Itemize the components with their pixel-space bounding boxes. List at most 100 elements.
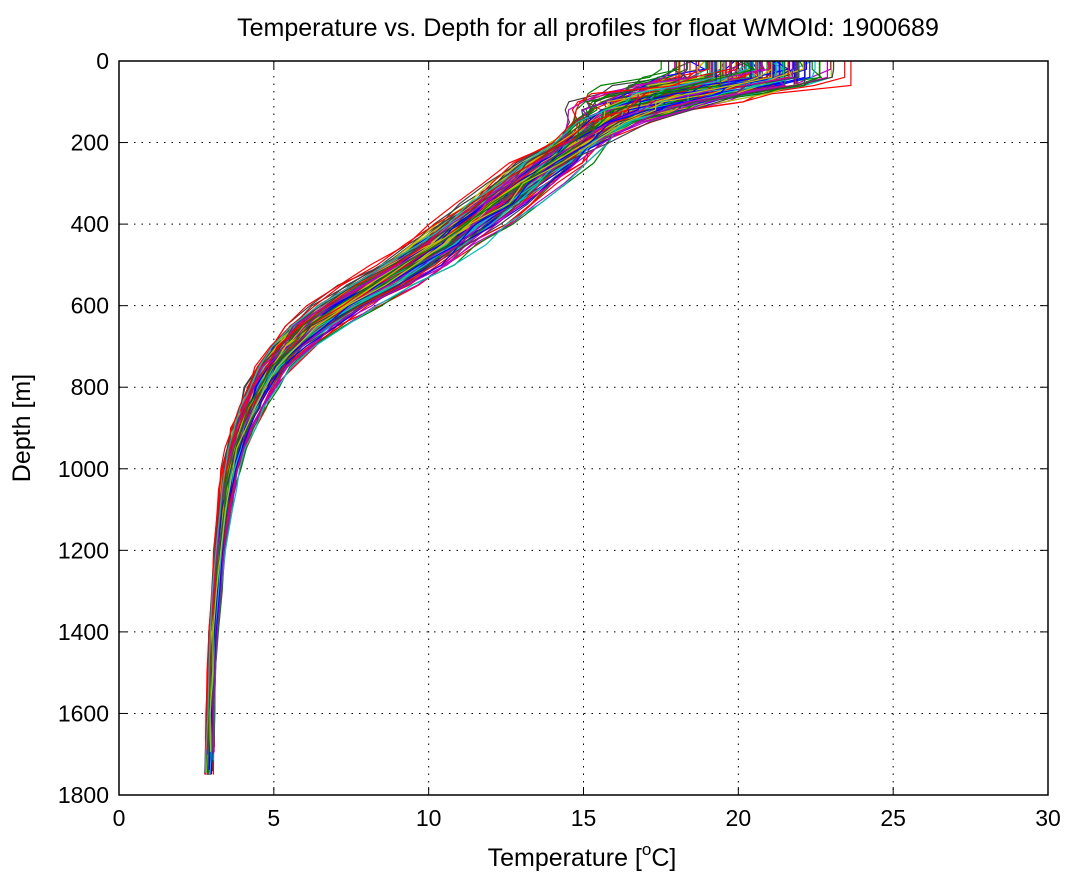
profile-line xyxy=(205,61,708,764)
profile-line xyxy=(209,61,784,749)
profile-line xyxy=(208,61,795,775)
profile-line xyxy=(208,61,794,751)
x-tick-label: 0 xyxy=(113,805,126,831)
profile-line xyxy=(209,60,707,761)
profile-line xyxy=(211,61,737,753)
profile-line xyxy=(213,61,713,753)
profile-line xyxy=(207,61,786,751)
profile-line xyxy=(205,61,798,767)
x-axis-label: Temperature [oC] xyxy=(488,840,677,872)
profile-line xyxy=(206,61,762,749)
x-tick-label: 30 xyxy=(1035,805,1061,831)
profile-line xyxy=(208,61,739,774)
profile-line xyxy=(206,61,776,757)
profile-line xyxy=(208,61,774,770)
profile-line xyxy=(207,61,688,753)
profile-line xyxy=(208,61,751,775)
profile-line xyxy=(208,61,796,771)
profile-line xyxy=(209,61,800,750)
profile-line xyxy=(209,60,806,775)
profile-line xyxy=(209,61,738,747)
profile-line xyxy=(211,61,771,753)
profile-line xyxy=(205,60,726,775)
y-tick-label: 0 xyxy=(96,48,109,74)
profile-line xyxy=(209,60,693,752)
profile-line xyxy=(207,61,743,765)
profile-line xyxy=(209,61,773,753)
profile-line xyxy=(208,61,707,771)
profile-line xyxy=(209,61,795,764)
profile-line xyxy=(210,61,761,775)
profile-line xyxy=(205,60,787,775)
y-tick-label: 800 xyxy=(71,374,109,400)
profile-line xyxy=(211,61,770,751)
profile-line xyxy=(208,61,758,750)
profile-line xyxy=(206,61,662,775)
profile-line xyxy=(207,61,725,775)
profile-line xyxy=(207,61,791,748)
profile-line xyxy=(208,61,710,762)
profile-line xyxy=(207,61,724,766)
profile-line xyxy=(207,61,785,775)
profile-line xyxy=(207,61,768,752)
profile-line xyxy=(207,61,789,760)
profile-line xyxy=(207,60,777,759)
y-tick-label: 600 xyxy=(71,293,109,319)
profile-line xyxy=(209,61,746,751)
profile-line xyxy=(205,61,724,775)
profile-line xyxy=(205,61,760,758)
profile-line xyxy=(210,60,765,753)
profile-line xyxy=(205,61,782,775)
x-tick-label: 10 xyxy=(416,805,442,831)
y-tick-label: 1400 xyxy=(58,619,109,645)
profile-line xyxy=(209,61,691,775)
profile-line xyxy=(207,61,761,759)
profile-line xyxy=(208,61,796,772)
profile-line xyxy=(210,61,746,775)
profile-line xyxy=(211,61,709,772)
profile-line xyxy=(206,60,759,775)
x-tick-label: 20 xyxy=(726,805,752,831)
profile-line xyxy=(207,60,766,775)
x-tick-label: 15 xyxy=(571,805,597,831)
profile-line xyxy=(209,61,711,750)
axis-ticks: 0 5 10 15 20 25 30 0 200 400 600 800 1000 1200 1400 160… xyxy=(58,48,1061,831)
profile-line xyxy=(207,61,784,764)
profile-line xyxy=(210,61,732,755)
profile-line xyxy=(209,61,698,764)
x-tick-label: 5 xyxy=(267,805,280,831)
profile-line xyxy=(209,61,738,758)
profile-line xyxy=(208,61,775,749)
profile-line xyxy=(205,61,719,765)
profile-line xyxy=(209,61,773,762)
profile-line xyxy=(208,61,772,767)
profile-line xyxy=(206,60,706,775)
y-tick-label: 200 xyxy=(71,130,109,156)
profile-line xyxy=(208,61,681,773)
profile-line xyxy=(210,61,714,752)
profile-line xyxy=(208,61,748,747)
profile-line xyxy=(207,61,700,775)
profile-line xyxy=(207,61,756,761)
profile-line xyxy=(208,61,751,775)
profile-line xyxy=(208,60,753,754)
profile-line xyxy=(209,61,685,750)
profile-line xyxy=(209,61,726,775)
profile-line xyxy=(206,60,706,753)
profile-line xyxy=(209,61,806,775)
profile-line xyxy=(210,60,755,761)
profile-line xyxy=(212,61,793,754)
profile-line xyxy=(208,61,676,747)
profile-line xyxy=(212,61,773,775)
profile-line xyxy=(208,61,773,757)
profile-line xyxy=(206,61,722,775)
profile-line xyxy=(209,61,738,756)
x-axis-label-end: C] xyxy=(651,844,676,872)
profile-line xyxy=(207,61,752,772)
profile-line xyxy=(205,61,754,759)
profile-line xyxy=(210,61,749,749)
profile-line xyxy=(208,60,744,775)
profile-line xyxy=(211,61,736,747)
y-tick-label: 1600 xyxy=(58,700,109,726)
profile-line xyxy=(209,61,716,775)
